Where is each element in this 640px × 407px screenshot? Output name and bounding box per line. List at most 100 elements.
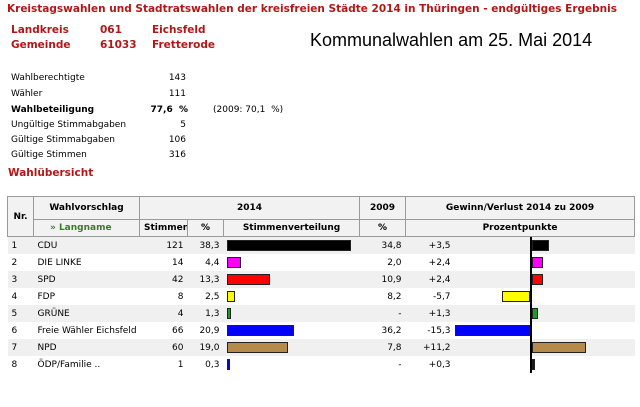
row-pct: 19,0 — [187, 339, 224, 356]
row-pct-2009: - — [398, 359, 402, 370]
row-diff: +11,2 — [405, 339, 455, 356]
row-party-name: FDP — [37, 291, 56, 302]
row-change-cell — [454, 339, 635, 356]
row-nr: 3 — [7, 271, 34, 288]
election-date-overlay: Kommunalwahlen am 25. Mai 2014 — [310, 30, 593, 50]
row-nr: 5 — [7, 305, 34, 322]
change-bar — [531, 359, 535, 370]
gemeinde-label: Gemeinde — [11, 39, 71, 51]
overview-title: Wahlübersicht — [8, 167, 94, 179]
stat-label-ungueltige: Ungültige Stimmabgaben — [11, 120, 127, 130]
zero-axis-line — [529, 237, 532, 254]
row-diff: -15,3 — [427, 325, 451, 336]
row-change-cell — [455, 288, 635, 305]
row-distribution-cell — [223, 236, 360, 254]
row-party-name: ÖDP/Familie .. — [37, 359, 101, 370]
change-bar — [501, 291, 530, 302]
change-bar — [531, 240, 549, 251]
table-row: 4 FDP 8 2,5 8,2 -5,7 — [8, 288, 635, 305]
row-pct: 0,3 — [205, 359, 220, 370]
row-change-cell — [455, 356, 635, 373]
row-stimmen: 14 — [172, 257, 184, 268]
header-gewinn-verlust: Gewinn/Verlust 2014 zu 2009 — [405, 196, 636, 220]
row-pct: 20,9 — [199, 325, 220, 336]
stat-note-wahlbeteiligung: (2009: 70,1 %) — [213, 105, 284, 115]
header-wahlvorschlag[interactable]: Wahlvorschlag — [33, 196, 140, 220]
header-stimmenverteilung: Stimmenverteilung — [222, 219, 361, 237]
row-stimmen: 4 — [139, 305, 188, 322]
row-change-cell — [454, 305, 635, 322]
row-change-cell — [454, 271, 635, 288]
header-2009: 2009 — [359, 196, 407, 220]
row-distribution-cell — [224, 322, 360, 339]
row-pct-2009: 2,0 — [387, 257, 402, 268]
table-row: 5 GRÜNE 4 1,3 - +1,3 — [7, 305, 635, 322]
vote-share-bar — [226, 257, 241, 268]
row-party-name: Freie Wähler Eichsfeld — [37, 325, 137, 336]
gemeinde-code: 61033 — [100, 39, 137, 51]
table-row: 7 NPD 60 19,0 7,8 +11,2 — [7, 339, 635, 356]
page-title: Kreistagswahlen und Stadtratswahlen der … — [7, 3, 617, 15]
row-nr: 1 — [7, 236, 34, 254]
row-pct-2009: 36,2 — [381, 325, 402, 336]
header-2014: 2014 — [138, 196, 361, 220]
row-pct: 13,3 — [187, 271, 224, 288]
table-row: 6 Freie Wähler Eichsfeld 66 20,9 36,2 -15,3 — [8, 322, 635, 339]
stat-label-gueltige-abgaben: Gültige Stimmabgaben — [11, 135, 116, 145]
change-bar — [455, 325, 530, 336]
row-change-cell — [455, 322, 635, 339]
row-change-cell — [455, 254, 635, 271]
zero-axis-line — [529, 254, 532, 271]
header-prozentpunkte: Prozentpunkte — [405, 219, 636, 237]
zero-axis-line — [529, 356, 532, 373]
change-bar — [531, 274, 544, 285]
row-stimmen: 8 — [177, 291, 184, 302]
row-stimmen: 42 — [139, 271, 188, 288]
stat-label-waehler: Wähler — [11, 89, 43, 99]
change-bar — [531, 257, 544, 268]
gemeinde-name: Fretterode — [152, 39, 215, 51]
row-stimmen: 121 — [139, 236, 188, 254]
row-nr: 7 — [7, 339, 34, 356]
row-diff: -5,7 — [432, 291, 451, 302]
langname-link[interactable]: » Langname — [33, 219, 140, 237]
results-table: Nr. Wahlvorschlag 2014 2009 Gewinn/Verlu… — [7, 196, 636, 373]
table-row: 1 CDU 121 38,3 34,8 +3,5 — [7, 236, 635, 254]
stat-value-wahlbeteiligung: 77,6 % — [150, 105, 189, 115]
row-stimmen: 60 — [139, 339, 188, 356]
row-party-name: CDU — [33, 236, 140, 254]
stat-value-wahlberechtigte: 143 — [168, 73, 186, 83]
header-nr: Nr. — [7, 196, 34, 237]
stat-value-waehler: 111 — [168, 89, 186, 99]
stat-value-ungueltige: 5 — [180, 120, 186, 130]
zero-axis-line — [529, 288, 532, 305]
row-distribution-cell — [223, 271, 360, 288]
row-diff: +1,3 — [405, 305, 455, 322]
vote-share-bar — [226, 291, 235, 302]
header-pct-2009: % — [359, 219, 407, 237]
row-stimmen: 1 — [177, 359, 184, 370]
row-stimmen: 66 — [172, 325, 184, 336]
table-row: 2 DIE LINKE 14 4,4 2,0 +2,4 — [8, 254, 635, 271]
row-distribution-cell — [224, 356, 360, 373]
row-party-name: SPD — [33, 271, 140, 288]
row-distribution-cell — [223, 305, 360, 322]
row-pct-2009: - — [359, 305, 406, 322]
row-pct: 1,3 — [187, 305, 224, 322]
results-body: 1 CDU 121 38,3 34,8 +3,5 2 DIE LINKE 14 4,4 2,0 +2,… — [7, 236, 635, 373]
zero-axis-line — [529, 322, 532, 339]
row-pct-2009: 8,2 — [387, 291, 402, 302]
stat-value-gueltige-stimmen: 316 — [168, 150, 186, 160]
row-distribution-cell — [224, 254, 360, 271]
row-diff: +2,4 — [428, 257, 451, 268]
table-row: 3 SPD 42 13,3 10,9 +2,4 — [7, 271, 635, 288]
stat-label-wahlberechtigte: Wahlberechtigte — [11, 73, 85, 83]
row-party-name: DIE LINKE — [37, 257, 82, 268]
zero-axis-line — [529, 339, 532, 356]
vote-share-bar — [226, 274, 270, 285]
row-nr: 8 — [11, 359, 18, 370]
landkreis-label: Landkreis — [11, 24, 69, 36]
row-party-name: NPD — [33, 339, 140, 356]
table-row: 8 ÖDP/Familie .. 1 0,3 - +0,3 — [8, 356, 635, 373]
stat-label-gueltige-stimmen: Gültige Stimmen — [11, 150, 87, 160]
